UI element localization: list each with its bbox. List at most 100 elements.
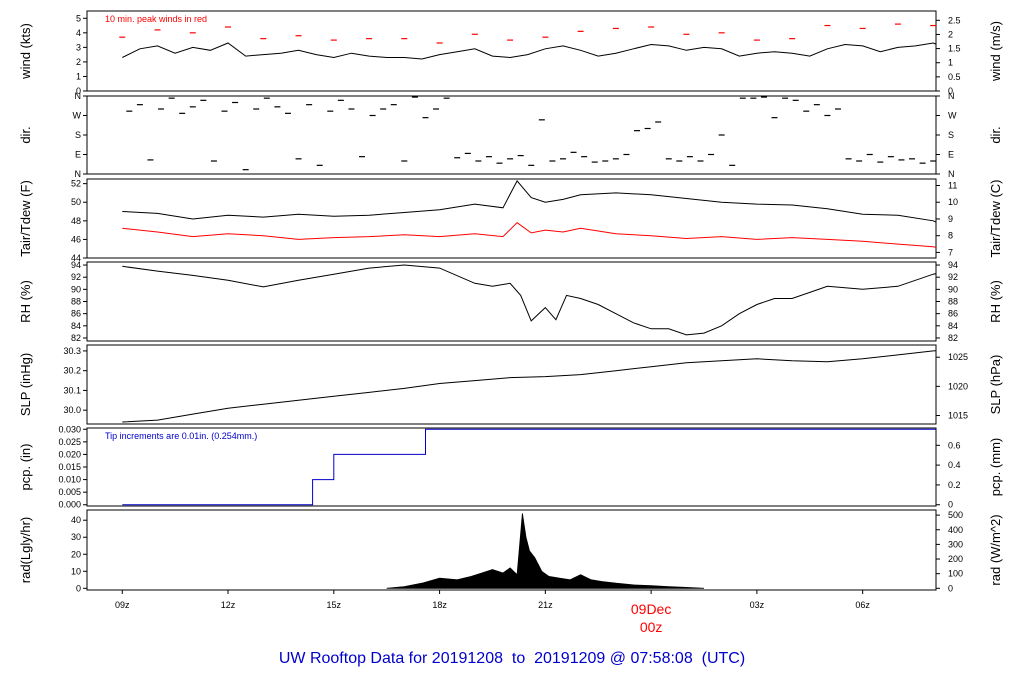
dir-series-group	[126, 96, 936, 171]
temp-ytick-label-left: 44	[71, 253, 81, 263]
wind-series-0	[122, 42, 936, 60]
rad-ylabel-left: rad(Lgly/hr)	[18, 517, 33, 583]
wind-ytick-label-left: 0	[76, 86, 81, 96]
rh-ytick-label-left: 86	[71, 309, 81, 319]
temp-panel: Tair/Tdew (F) Tair/Tdew (C) 44 46 48 50 52 7 8 9 1…	[18, 178, 1003, 263]
caption-start-date: 20191208	[431, 650, 503, 667]
temp-series-group	[122, 180, 936, 248]
rad-ytick-label-right: 300	[948, 539, 963, 549]
wind-frame	[86, 10, 937, 92]
dir-ytick-label-left: N	[75, 91, 82, 101]
temp-ytick-label-left: 48	[71, 216, 81, 226]
pcp-ylabel-right: pcp. (mm)	[988, 438, 1003, 497]
wind-ylabel-left: wind (kts)	[18, 23, 33, 80]
rad-ytick-label-left: 40	[71, 515, 81, 525]
rh-ytick-label-left: 90	[71, 284, 81, 294]
rh-ytick-label-left: 84	[71, 321, 81, 331]
temp-ytick-label-right: 11	[948, 181, 957, 191]
chart-panels: wind (kts) wind (m/s)01234500.511.522.510…	[18, 10, 1003, 593]
pcp-ytick-label-left: 0.005	[58, 487, 81, 497]
pcp-ytick-label-left: 0.025	[58, 437, 81, 447]
rh-ytick-label-right: 92	[948, 272, 958, 282]
xtick-label: 09z	[115, 600, 130, 610]
dir-frame	[86, 95, 937, 175]
dir-ylabel-right: dir.	[988, 126, 1003, 143]
wind-panel: wind (kts) wind (m/s) 0 1 2 3 4 5 0 0.5 1 1.5 2 2.5 10…	[18, 10, 1003, 96]
caption-to: to	[502, 650, 535, 667]
pcp-ytick-label-left: 0.010	[58, 475, 81, 485]
rad-ytick-label-left: 20	[71, 549, 81, 559]
slp-ytick-label-right: 1025	[948, 352, 968, 362]
caption-time: 07:58:08	[630, 650, 693, 667]
wind-ytick-label-right: 1.5	[948, 44, 961, 54]
pcp-ytick-label-left: 0.020	[58, 449, 81, 459]
slp-ylabel-left: SLP (inHg)	[18, 353, 33, 416]
rad-ylabel-right: rad (W/m^2)	[988, 514, 1003, 585]
temp-ytick-label-right: 7	[948, 247, 953, 257]
slp-ytick-label-left: 30.2	[63, 366, 81, 376]
wind-ytick-label-left: 3	[76, 42, 81, 52]
pcp-ylabel-left: pcp. (in)	[18, 444, 33, 491]
rad-frame	[86, 509, 937, 591]
temp-series-1	[122, 222, 936, 248]
pcp-panel: pcp. (in) pcp. (mm) 0.000 0.005 0.010 0.015 0.…	[18, 424, 1003, 509]
wind-ylabel-right: wind (m/s)	[988, 21, 1003, 82]
wind-ytick-label-left: 5	[76, 13, 81, 23]
wind-ytick-label-left: 2	[76, 57, 81, 67]
dir-ytick-label-left: S	[75, 130, 81, 140]
rh-ytick-label-right: 82	[948, 333, 958, 343]
temp-ylabel-right: Tair/Tdew (C)	[988, 179, 1003, 257]
rad-ytick-label-left: 0	[76, 583, 81, 593]
caption-zone: (UTC)	[692, 650, 746, 667]
temp-ytick-label-right: 9	[948, 214, 953, 224]
slp-ytick-label-left: 30.3	[63, 346, 81, 356]
rh-series-0	[122, 264, 936, 336]
wind-ytick-label-right: 2.5	[948, 15, 961, 25]
dir-ytick-label-left: N	[75, 169, 82, 179]
rh-ytick-label-left: 92	[71, 272, 81, 282]
pcp-ytick-label-right: 0	[948, 500, 953, 510]
rh-ytick-label-left: 82	[71, 333, 81, 343]
wind-ytick-label-left: 4	[76, 28, 81, 38]
rad-ytick-label-right: 0	[948, 583, 953, 593]
rad-area	[386, 513, 705, 589]
temp-ytick-label-left: 46	[71, 234, 81, 244]
pcp-series-group	[122, 428, 936, 506]
rh-ylabel-right: RH (%)	[988, 280, 1003, 323]
slp-frame	[86, 344, 937, 425]
slp-series-0	[122, 350, 936, 423]
xtick-label: 18z	[432, 600, 447, 610]
temp-ytick-label-right: 8	[948, 231, 953, 241]
dir-ylabel-left: dir.	[18, 126, 33, 143]
rh-ytick-label-right: 90	[948, 284, 958, 294]
pcp-ytick-label-left: 0.030	[58, 424, 81, 434]
slp-ytick-label-left: 30.1	[63, 385, 81, 395]
rh-ytick-label-left: 88	[71, 297, 81, 307]
pcp-ytick-label-left: 0.000	[58, 500, 81, 510]
day-marker-label: 09Dec	[631, 601, 671, 617]
rh-series-group	[122, 264, 936, 336]
dir-ytick-label-right: W	[948, 111, 957, 121]
rh-ytick-label-right: 88	[948, 297, 958, 307]
temp-ylabel-left: Tair/Tdew (F)	[18, 180, 33, 257]
dir-ytick-label-right: E	[948, 150, 954, 160]
rh-ytick-label-right: 94	[948, 260, 958, 270]
day-marker-sublabel: 00z	[640, 619, 663, 635]
rh-panel: RH (%) RH (%) 82 84 86 88 90 92 94 82 84 86 88 90 92 94	[18, 260, 1003, 343]
rh-ytick-label-right: 86	[948, 309, 958, 319]
pcp-ytick-label-right: 0.2	[948, 480, 961, 490]
xtick-label: 15z	[327, 600, 342, 610]
xtick-label: 06z	[855, 600, 870, 610]
rad-ytick-label-right: 200	[948, 554, 963, 564]
slp-ytick-label-left: 30.0	[63, 405, 81, 415]
xtick-label: 03z	[750, 600, 765, 610]
time-axis: 09z 12z 15z 18z 21z 03z 06z 09Dec 00z	[115, 590, 870, 635]
temp-ytick-label-left: 50	[71, 197, 81, 207]
wind-ytick-label-right: 2	[948, 29, 953, 39]
rh-ylabel-left: RH (%)	[18, 280, 33, 323]
wind-series-group	[119, 23, 936, 60]
wind-ytick-label-right: 0.5	[948, 72, 961, 82]
rad-ytick-label-right: 100	[948, 569, 963, 579]
caption-at: @	[605, 650, 631, 667]
pcp-ytick-label-right: 0.6	[948, 440, 961, 450]
